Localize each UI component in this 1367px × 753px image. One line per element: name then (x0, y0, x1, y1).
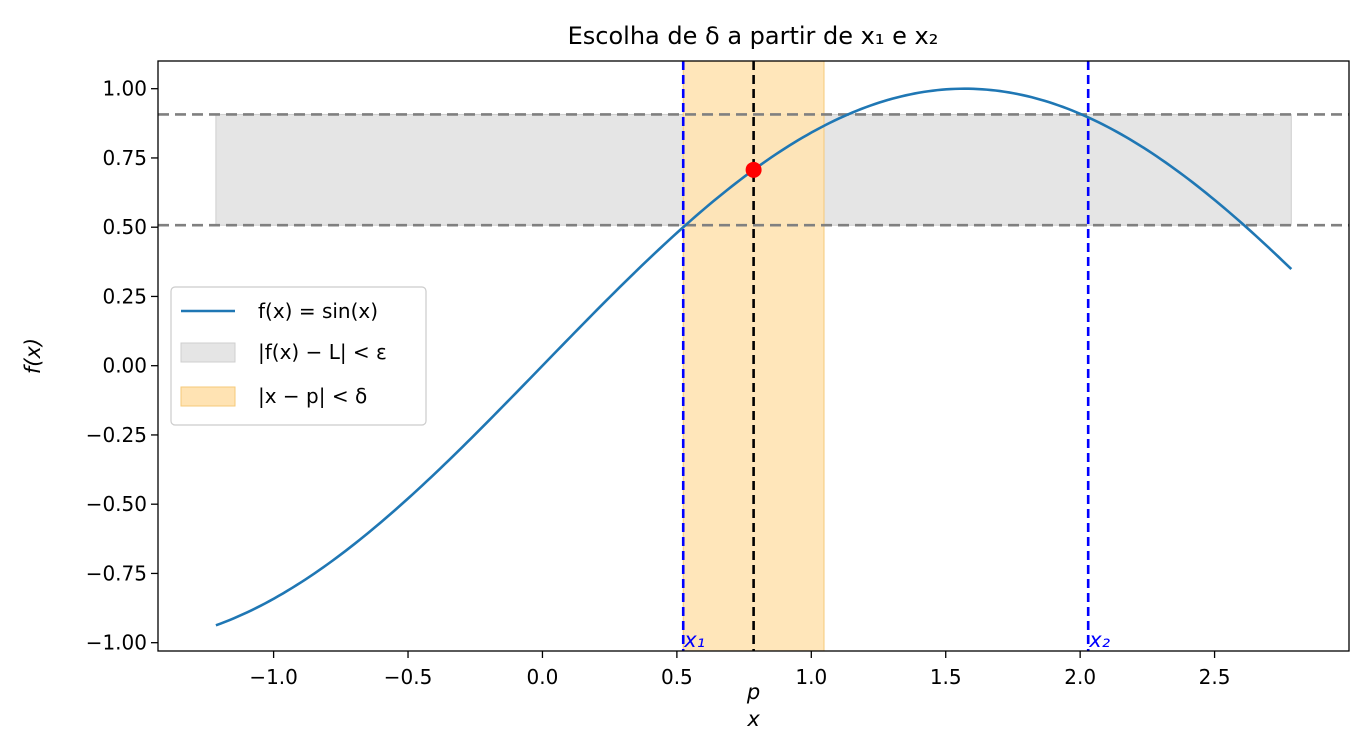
axes-frame (157, 60, 1350, 652)
x-tick-label: 1.5 (930, 665, 962, 689)
y-tick-label: 0.25 (102, 284, 147, 308)
chart-title: Escolha de δ a partir de x₁ e x₂ (568, 22, 939, 50)
legend-label-epsilon: |f(x) − L| < ε (258, 340, 387, 364)
y-tick-label: 0.00 (102, 354, 147, 378)
x-tick-label: 2.5 (1199, 665, 1231, 689)
y-tick-label: −0.75 (86, 561, 147, 585)
plot-area: x₁ x₂ (157, 60, 1350, 652)
x-axis-ticks: −1.0 −0.5 0.0 0.5 1.0 1.5 2.0 2.5 (249, 651, 1230, 689)
y-tick-label: −1.00 (86, 631, 147, 655)
x-tick-label: 0.5 (661, 665, 693, 689)
legend-label-sin: f(x) = sin(x) (258, 299, 378, 323)
point-p (745, 161, 762, 178)
x-axis-label: x (746, 707, 760, 731)
legend-epsilon-swatch (180, 342, 236, 363)
y-tick-label: 0.75 (102, 146, 147, 170)
legend-label-delta: |x − p| < δ (258, 384, 367, 408)
x-tick-label: 1.0 (795, 665, 827, 689)
x-tick-label: −0.5 (384, 665, 433, 689)
x2-label: x₂ (1088, 628, 1110, 652)
y-tick-label: −0.25 (86, 423, 147, 447)
legend: f(x) = sin(x) |f(x) − L| < ε |x − p| < δ (170, 286, 427, 426)
x1-label: x₁ (683, 628, 705, 652)
y-tick-label: 1.00 (102, 77, 147, 101)
x-tick-label: −1.0 (249, 665, 298, 689)
y-axis-ticks: 1.00 0.75 0.50 0.25 0.00 −0.25 −0.50 −0.75 −1.00 (86, 77, 158, 655)
p-tick-label: p (746, 680, 760, 704)
legend-delta-swatch (180, 386, 236, 407)
y-axis-label: f(x) (21, 338, 45, 374)
x-tick-label: 0.0 (527, 665, 559, 689)
y-tick-label: −0.50 (86, 492, 147, 516)
x-tick-label: 2.0 (1064, 665, 1096, 689)
y-tick-label: 0.50 (102, 215, 147, 239)
